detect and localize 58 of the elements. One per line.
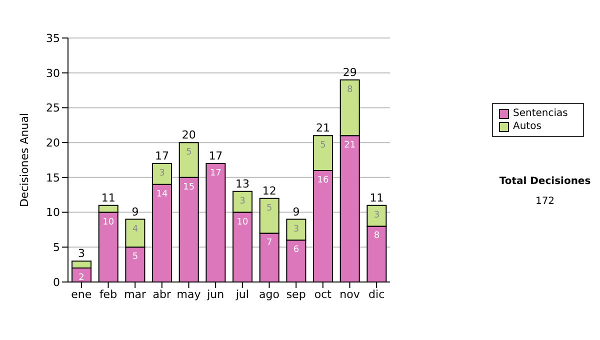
text: Total Decisiones bbox=[498, 176, 592, 187]
x-tick-label: abr bbox=[152, 288, 172, 301]
y-axis-title: Decisiones Anual bbox=[18, 112, 31, 208]
x-tick-label: jun bbox=[206, 288, 224, 301]
data-label: 5 bbox=[186, 148, 192, 158]
x-tick-label: ago bbox=[259, 288, 280, 301]
total-label: 21 bbox=[316, 122, 330, 135]
total-label: 20 bbox=[182, 128, 196, 142]
y-tick-label: 5 bbox=[53, 241, 60, 254]
data-label: 15 bbox=[183, 182, 195, 192]
total-label: 13 bbox=[236, 177, 250, 190]
legend-label: Autos bbox=[512, 120, 542, 133]
x-tick-label: mar bbox=[124, 288, 147, 301]
data-label: 3 bbox=[293, 224, 300, 234]
total-label: 9 bbox=[132, 205, 139, 218]
total-label: 9 bbox=[292, 205, 300, 218]
x-tick-label: feb bbox=[99, 288, 118, 301]
data-label: 5 bbox=[132, 252, 138, 262]
data-label: 10 bbox=[102, 217, 114, 228]
x-tick-label: dic bbox=[368, 288, 385, 301]
data-label: 21 bbox=[344, 140, 356, 151]
total-label: 11 bbox=[370, 191, 384, 204]
total-label: 12 bbox=[262, 184, 276, 198]
data-label: 6 bbox=[293, 245, 300, 256]
data-label: 4 bbox=[132, 224, 138, 234]
data-label: 10 bbox=[236, 217, 249, 228]
y-tick-label: 0 bbox=[53, 276, 60, 289]
total-label: 29 bbox=[342, 66, 357, 79]
y-tick-label: 25 bbox=[46, 102, 60, 115]
total-label: 17 bbox=[208, 149, 223, 162]
data-label: 3 bbox=[374, 210, 380, 220]
data-label: 14 bbox=[156, 189, 168, 200]
y-tick-label: 30 bbox=[46, 66, 60, 80]
legend-label: Sentencias bbox=[512, 107, 569, 120]
x-tick-label: may bbox=[176, 288, 202, 301]
data-label: 3 bbox=[240, 196, 246, 206]
data-label: 3 bbox=[159, 168, 165, 178]
y-tick-label: 15 bbox=[46, 171, 60, 184]
data-label: 8 bbox=[374, 231, 380, 242]
total-label: 17 bbox=[155, 149, 170, 162]
text: 172 bbox=[534, 196, 556, 207]
data-label: 17 bbox=[210, 168, 222, 178]
data-label: 5 bbox=[266, 203, 272, 214]
x-tick-label: jul bbox=[234, 288, 249, 301]
data-label: 7 bbox=[266, 238, 272, 248]
y-tick-label: 35 bbox=[46, 32, 60, 45]
data-label: 8 bbox=[346, 84, 353, 95]
x-tick-label: ene bbox=[71, 288, 92, 301]
x-tick-label: nov bbox=[340, 288, 360, 301]
data-label: 2 bbox=[78, 273, 84, 284]
x-tick-label: oct bbox=[314, 288, 332, 301]
data-label: 16 bbox=[317, 175, 330, 186]
total-label: 11 bbox=[101, 191, 116, 204]
x-tick-label: sep bbox=[286, 288, 306, 301]
y-tick-label: 20 bbox=[46, 136, 60, 150]
data-label: 5 bbox=[320, 140, 326, 151]
total-label: 3 bbox=[78, 247, 86, 260]
y-tick-label: 10 bbox=[46, 206, 60, 220]
